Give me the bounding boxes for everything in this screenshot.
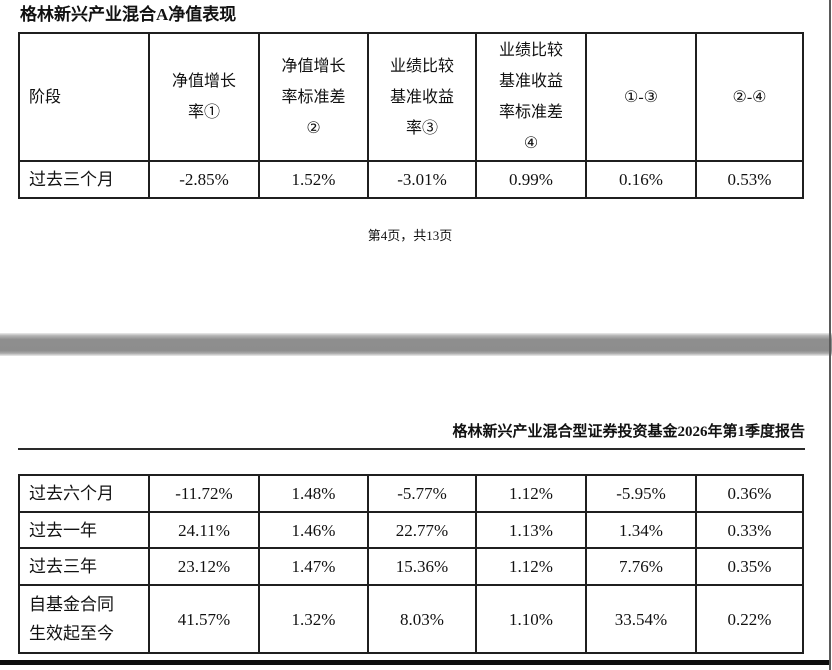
table-title: 格林新兴产业混合A净值表现: [20, 5, 237, 24]
value-cell: 0.16%: [585, 160, 697, 199]
value-cell: 41.57%: [148, 584, 260, 654]
value-cell: 8.03%: [367, 584, 477, 654]
table-row: 过去一年 24.11% 1.46% 22.77% 1.13% 1.34% 0.3…: [18, 511, 804, 549]
value-cell: -5.77%: [367, 474, 477, 513]
header-rule: [18, 448, 805, 450]
row-label: 过去三年: [18, 547, 150, 586]
value-cell: 1.48%: [258, 474, 369, 513]
column-header-nav-growth-stddev: 净值增长 率标准差 ②: [258, 32, 369, 162]
row-label: 过去一年: [18, 511, 150, 549]
value-cell: 1.52%: [258, 160, 369, 199]
value-cell: 1.47%: [258, 547, 369, 586]
value-cell: 1.32%: [258, 584, 369, 654]
value-cell: 0.35%: [695, 547, 804, 586]
value-cell: 15.36%: [367, 547, 477, 586]
column-header-benchmark-return: 业绩比较 基准收益 率③: [367, 32, 477, 162]
row-label: 自基金合同 生效起至今: [18, 584, 150, 654]
page-right-edge: [829, 0, 831, 670]
column-header-diff-2-4: ②-④: [695, 32, 804, 162]
value-cell: 1.34%: [585, 511, 697, 549]
column-header-nav-growth: 净值增长 率①: [148, 32, 260, 162]
value-cell: 0.99%: [475, 160, 587, 199]
value-cell: 7.76%: [585, 547, 697, 586]
nav-performance-table-page5: 过去六个月 -11.72% 1.48% -5.77% 1.12% -5.95% …: [18, 474, 804, 654]
column-header-benchmark-stddev: 业绩比较 基准收益 率标准差 ④: [475, 32, 587, 162]
value-cell: 33.54%: [585, 584, 697, 654]
table-row: 过去六个月 -11.72% 1.48% -5.77% 1.12% -5.95% …: [18, 474, 804, 513]
table-header-row: 阶段 净值增长 率① 净值增长 率标准差 ② 业绩比较 基准收益 率③ 业绩比较…: [18, 32, 804, 162]
value-cell: -3.01%: [367, 160, 477, 199]
page-number-footer: 第4页，共13页: [367, 228, 453, 243]
table-row: 自基金合同 生效起至今 41.57% 1.32% 8.03% 1.10% 33.…: [18, 584, 804, 654]
value-cell: 23.12%: [148, 547, 260, 586]
value-cell: 22.77%: [367, 511, 477, 549]
value-cell: 1.46%: [258, 511, 369, 549]
table-row: 过去三个月 -2.85% 1.52% -3.01% 0.99% 0.16% 0.…: [18, 160, 804, 199]
value-cell: 1.10%: [475, 584, 587, 654]
row-label: 过去三个月: [18, 160, 150, 199]
value-cell: -5.95%: [585, 474, 697, 513]
value-cell: 1.13%: [475, 511, 587, 549]
value-cell: 0.33%: [695, 511, 804, 549]
value-cell: -11.72%: [148, 474, 260, 513]
report-header: 格林新兴产业混合型证券投资基金2026年第1季度报告: [452, 424, 805, 440]
value-cell: 0.36%: [695, 474, 804, 513]
section-divider-rule: [0, 660, 830, 665]
value-cell: 0.53%: [695, 160, 804, 199]
row-label: 过去六个月: [18, 474, 150, 513]
table-row: 过去三年 23.12% 1.47% 15.36% 1.12% 7.76% 0.3…: [18, 547, 804, 586]
nav-performance-table-page4: 阶段 净值增长 率① 净值增长 率标准差 ② 业绩比较 基准收益 率③ 业绩比较…: [18, 32, 804, 199]
value-cell: 0.22%: [695, 584, 804, 654]
value-cell: 1.12%: [475, 474, 587, 513]
column-header-stage: 阶段: [18, 32, 150, 162]
value-cell: 24.11%: [148, 511, 260, 549]
column-header-diff-1-3: ①-③: [585, 32, 697, 162]
value-cell: -2.85%: [148, 160, 260, 199]
value-cell: 1.12%: [475, 547, 587, 586]
page-divider-bar: [0, 333, 832, 356]
